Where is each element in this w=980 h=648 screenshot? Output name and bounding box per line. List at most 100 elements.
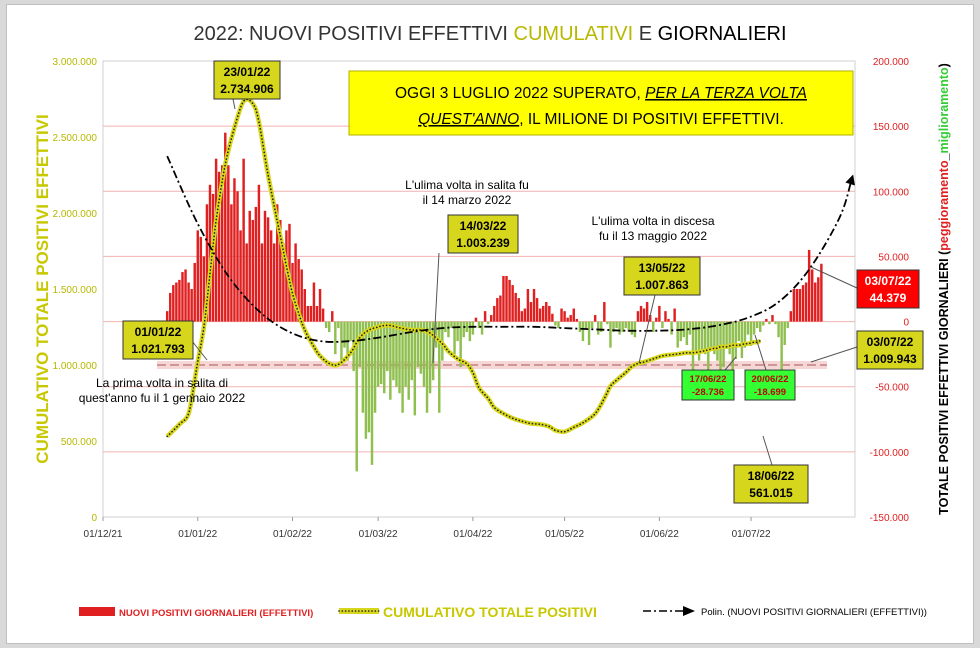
bar-negative xyxy=(596,321,600,335)
bar-positive xyxy=(260,243,264,322)
bar-positive xyxy=(306,305,310,322)
bar-positive xyxy=(639,305,643,322)
bar-positive xyxy=(499,295,502,322)
right-tick-label: 100.000 xyxy=(873,187,910,198)
bar-negative xyxy=(710,321,713,348)
right-tick-label: -150.000 xyxy=(870,513,910,524)
bar-negative xyxy=(734,321,738,360)
right-tick-label: -100.000 xyxy=(870,448,910,459)
bar-negative xyxy=(722,321,725,368)
bar-positive xyxy=(814,282,817,322)
bar-positive xyxy=(817,277,820,322)
bar-positive xyxy=(575,318,579,322)
bar-positive xyxy=(254,206,258,322)
bar-positive xyxy=(217,171,221,322)
left-tick-label: 3.000.000 xyxy=(53,57,98,68)
bar-negative xyxy=(749,321,753,346)
bar-negative xyxy=(670,321,673,335)
bar-positive xyxy=(257,184,261,322)
bar-positive xyxy=(804,282,808,322)
bar-negative xyxy=(456,321,459,342)
bar-negative xyxy=(349,321,352,342)
bar-positive xyxy=(214,158,218,322)
bar-negative xyxy=(707,321,710,400)
right-tick-label: 0 xyxy=(903,318,909,329)
bar-negative xyxy=(768,321,771,325)
callout-jul3-cumulative: 03/07/22 1.009.943 xyxy=(810,330,924,370)
legend-label-bars: NUOVI POSITIVI GIORNALIERI (EFFETTIVI) xyxy=(119,608,313,619)
bar-negative xyxy=(398,321,401,394)
bar-negative xyxy=(584,321,588,329)
bar-negative xyxy=(355,321,358,472)
bar-negative xyxy=(694,321,698,355)
note-last-fall: L'ulima volta in discesa fu il 13 maggio… xyxy=(591,214,714,243)
bar-positive xyxy=(520,311,524,322)
svg-text:-18.699: -18.699 xyxy=(754,387,786,398)
bar-negative xyxy=(386,321,389,372)
bar-positive xyxy=(199,236,203,322)
bar-negative xyxy=(334,321,337,355)
bar-negative xyxy=(685,321,689,346)
bar-negative xyxy=(343,321,346,348)
bar-positive xyxy=(227,165,230,322)
bar-negative xyxy=(425,321,429,413)
bar-negative xyxy=(361,321,365,413)
bar-negative xyxy=(447,321,450,338)
bar-negative xyxy=(618,321,621,335)
bar-negative xyxy=(587,321,591,346)
bar-positive xyxy=(795,289,799,322)
bar-positive xyxy=(801,285,805,322)
bar-positive xyxy=(603,302,606,322)
bar-positive xyxy=(658,305,661,322)
callout-may13: 13/05/22 1.007.863 xyxy=(623,256,701,364)
bar-negative xyxy=(743,321,747,348)
bar-positive xyxy=(202,256,206,322)
bar-positive xyxy=(175,282,178,322)
bar-positive xyxy=(474,317,478,322)
right-axis-title: TOTALE POSITIVI EFFETTIVI GIORNALIERI (p… xyxy=(937,63,951,515)
bar-negative xyxy=(465,321,468,332)
callout-jan1: 01/01/22 1.021.793 xyxy=(122,320,208,361)
bar-negative xyxy=(725,321,728,348)
x-axis-ticks: 01/12/21 01/01/22 01/02/22 01/03/22 01/04/22… xyxy=(84,517,771,540)
svg-text:L'ulima volta in salita fu: L'ulima volta in salita fu xyxy=(405,178,529,192)
svg-text:20/06/22: 20/06/22 xyxy=(752,374,789,385)
bar-negative xyxy=(759,321,762,332)
bar-positive xyxy=(664,311,667,322)
bar-negative xyxy=(697,321,701,361)
bar-negative xyxy=(389,321,392,400)
bar-negative xyxy=(700,321,704,351)
bar-negative xyxy=(728,321,731,355)
bar-negative xyxy=(404,321,407,387)
svg-text:23/01/22: 23/01/22 xyxy=(224,65,271,79)
svg-text:03/07/22: 03/07/22 xyxy=(865,274,912,288)
bar-negative xyxy=(624,321,627,329)
bar-negative xyxy=(752,321,756,335)
svg-text:561.015: 561.015 xyxy=(749,486,793,500)
bar-negative xyxy=(688,321,692,335)
bar-negative xyxy=(679,321,682,342)
bar-positive xyxy=(178,279,181,322)
bar-positive xyxy=(165,311,169,322)
bar-positive xyxy=(502,275,505,322)
bar-negative xyxy=(740,321,744,359)
bar-negative xyxy=(395,321,398,387)
bar-negative xyxy=(786,321,789,329)
bar-positive xyxy=(196,230,199,322)
bar-positive xyxy=(236,191,239,322)
bar-negative xyxy=(468,321,472,342)
bar-positive xyxy=(517,298,520,322)
bar-positive xyxy=(673,308,676,322)
bar-positive xyxy=(282,243,285,322)
bar-negative xyxy=(459,321,462,368)
bar-positive xyxy=(807,249,811,322)
bar-negative xyxy=(652,321,655,332)
bar-positive xyxy=(655,317,658,322)
bar-positive xyxy=(318,289,322,322)
bar-negative xyxy=(413,321,417,416)
svg-text:L'ulima volta in discesa: L'ulima volta in discesa xyxy=(591,214,714,228)
bar-positive xyxy=(233,178,236,322)
chart-title: 2022: NUOVI POSITIVI EFFETTIVI CUMULATIV… xyxy=(193,23,786,45)
svg-text:14/03/22: 14/03/22 xyxy=(460,219,507,233)
x-tick-label: 01/12/21 xyxy=(84,529,123,540)
